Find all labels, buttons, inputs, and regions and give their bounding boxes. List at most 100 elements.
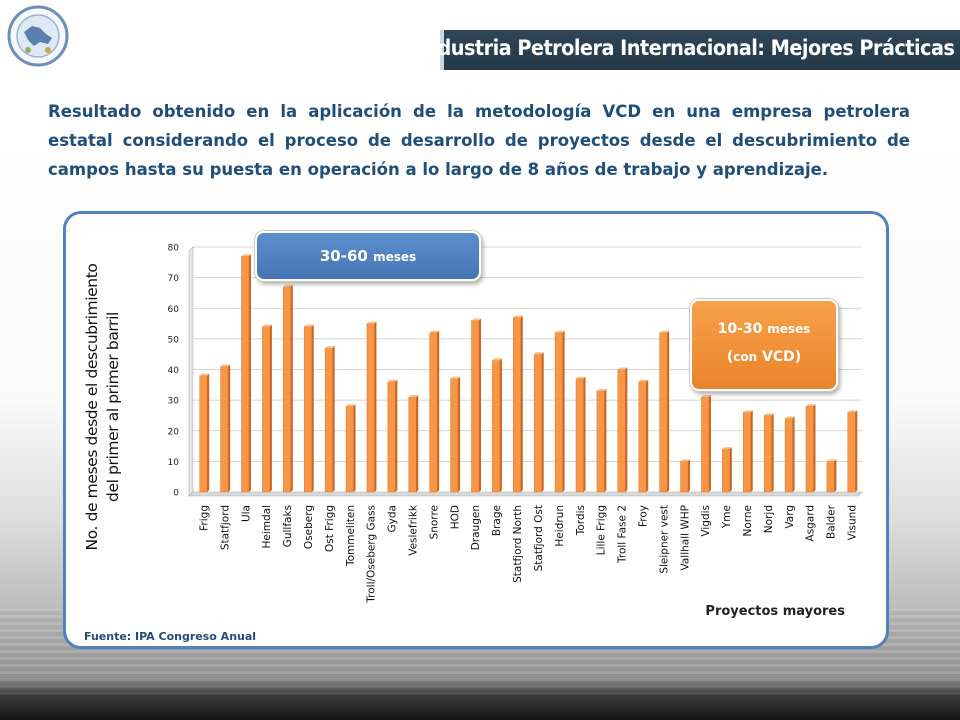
bar-top — [513, 315, 523, 318]
x-tick-label: Heidrun — [554, 505, 566, 547]
x-tick-label: Tommeliten — [345, 505, 357, 567]
bar-side — [688, 459, 691, 492]
bar-top — [325, 346, 335, 349]
bar-top — [722, 447, 732, 450]
y-tick-label: 30 — [168, 397, 180, 407]
bar-side — [478, 318, 481, 492]
bar-top — [346, 404, 356, 407]
callout-10-30-months-vcd: 10-30 meses (con VCD) — [690, 299, 838, 391]
bar-side — [667, 330, 670, 492]
bar — [471, 320, 480, 493]
y-axis-title-line2: del primer al primer barril — [104, 312, 122, 502]
x-tick-label: Gyda — [387, 505, 399, 532]
bar-top — [764, 413, 774, 416]
bar — [847, 412, 856, 493]
y-axis-title-line1: No. de meses desde el descubrimiento — [83, 263, 101, 551]
callout-30-60-months: 30-60 meses — [255, 231, 481, 281]
bar-side — [374, 321, 377, 492]
bar-side — [416, 395, 419, 492]
x-tick-label: Troll/Oseberg Gass — [366, 505, 378, 604]
bar — [220, 366, 229, 493]
y-tick-label: 70 — [168, 274, 180, 284]
bar — [199, 375, 208, 493]
bar — [533, 353, 542, 493]
bar-side — [729, 447, 732, 492]
bar-side — [583, 376, 586, 492]
x-tick-label: Vigdis — [700, 505, 712, 537]
bar — [345, 406, 354, 493]
callout-blue-range: 30-60 — [319, 247, 368, 265]
bar-side — [332, 346, 335, 492]
bar — [680, 461, 689, 493]
x-tick-label: Ula — [240, 505, 252, 522]
bar-side — [855, 410, 858, 492]
bar — [638, 381, 647, 493]
x-tick-label: Statfjord North — [512, 505, 524, 583]
bar — [492, 360, 501, 493]
bar-side — [604, 388, 607, 492]
callout-blue-unit: meses — [373, 250, 417, 264]
bar-side — [249, 254, 252, 492]
y-tick-label: 40 — [168, 366, 180, 376]
x-tick-label: Visund — [847, 505, 859, 540]
bar — [366, 323, 375, 493]
bar-top — [826, 459, 837, 462]
bar — [241, 255, 250, 493]
y-tick-label: 80 — [168, 244, 180, 254]
bar-side — [499, 358, 502, 492]
x-tick-label: Veslefrikk — [408, 504, 420, 556]
bar-top — [304, 324, 314, 327]
bar-top — [617, 367, 628, 370]
bar — [617, 369, 626, 493]
bar-top — [366, 321, 377, 324]
bar — [408, 396, 417, 493]
bar-top — [450, 376, 461, 379]
x-tick-label: Sleipner vest — [658, 505, 670, 574]
bar — [387, 381, 396, 493]
bar-side — [228, 364, 231, 492]
x-tick-label: Ost Frigg — [324, 505, 336, 552]
bar-top — [220, 364, 231, 367]
y-tick-label: 10 — [168, 458, 180, 468]
bar-top — [659, 330, 670, 333]
bar-side — [834, 459, 837, 492]
bar-top — [408, 395, 419, 398]
bar-top — [534, 352, 544, 355]
chart-floor — [188, 491, 863, 497]
bar-side — [792, 416, 795, 492]
x-tick-label: Yme — [721, 505, 733, 529]
bar — [262, 326, 271, 493]
intro-paragraph: Resultado obtenido en la aplicación de l… — [48, 102, 910, 179]
bar-side — [646, 379, 649, 492]
bar — [429, 332, 438, 493]
bar — [722, 448, 731, 493]
x-tick-label: Statfjord Ost — [533, 505, 545, 571]
bar-top — [785, 416, 795, 419]
source-note: Fuente: IPA Congreso Anual — [84, 630, 257, 643]
bar-side — [458, 376, 461, 492]
bar-side — [813, 404, 816, 492]
bar — [763, 415, 772, 493]
bar-side — [625, 367, 628, 492]
bar-top — [743, 410, 753, 413]
x-tick-label: Balder — [826, 504, 838, 539]
bar — [659, 332, 668, 493]
bar — [575, 378, 584, 493]
bar — [450, 378, 459, 493]
callout-orange-unit: meses — [767, 322, 811, 336]
y-tick-label: 60 — [168, 305, 180, 315]
bar-top — [805, 404, 816, 407]
bar — [303, 326, 312, 493]
y-axis-title: No. de meses desde el descubrimiento del… — [77, 262, 129, 552]
x-tick-label: Varg — [784, 505, 796, 529]
bar-side — [311, 324, 314, 492]
bar-top — [680, 459, 691, 462]
y-tick-label: 20 — [168, 427, 180, 437]
y-tick-label: 0 — [173, 489, 179, 499]
bar — [324, 347, 333, 493]
bar-side — [771, 413, 774, 492]
bar-side — [750, 410, 753, 492]
bar-top — [387, 379, 398, 382]
bar-top — [262, 324, 272, 327]
